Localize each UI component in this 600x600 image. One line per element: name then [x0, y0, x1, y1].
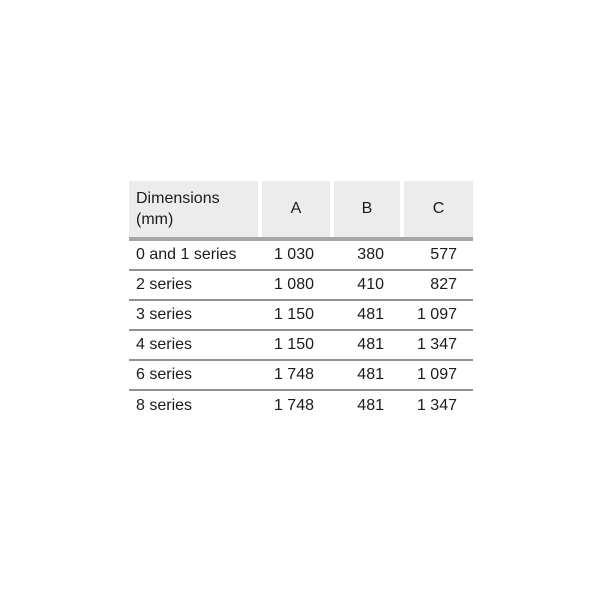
header-divider-bar: [129, 237, 473, 241]
value-c: 827: [430, 276, 457, 293]
value-c: 577: [430, 246, 457, 263]
table-body: 0 and 1 series 1 030 380 577 2 series 1 …: [129, 241, 473, 421]
value-b: 481: [357, 306, 384, 323]
row-label: 0 and 1 series: [136, 246, 237, 263]
value-b: 481: [357, 366, 384, 383]
value-b: 481: [357, 336, 384, 353]
header-cell-b: B: [334, 181, 400, 237]
value-b: 481: [357, 397, 384, 414]
row-label: 4 series: [136, 336, 193, 353]
header-cell-a: A: [262, 181, 330, 237]
table-row: 4 series 1 150 481 1 347: [129, 331, 473, 361]
header-dimensions-line2: (mm): [136, 211, 174, 228]
value-c: 1 347: [416, 397, 457, 414]
table-row: 0 and 1 series 1 030 380 577: [129, 241, 473, 271]
value-a: 1 748: [273, 397, 314, 414]
value-c: 1 097: [416, 366, 457, 383]
value-b: 410: [357, 276, 384, 293]
header-cell-c: C: [404, 181, 473, 237]
value-a: 1 150: [273, 336, 314, 353]
row-label: 3 series: [136, 306, 193, 323]
value-a: 1 080: [273, 276, 314, 293]
value-c: 1 347: [416, 336, 457, 353]
table-row: 2 series 1 080 410 827: [129, 271, 473, 301]
row-label: 2 series: [136, 276, 193, 293]
header-cell-dimensions: Dimensions (mm): [129, 181, 258, 237]
value-b: 380: [357, 246, 384, 263]
value-c: 1 097: [416, 306, 457, 323]
row-label: 8 series: [136, 397, 193, 414]
value-a: 1 150: [273, 306, 314, 323]
row-label: 6 series: [136, 366, 193, 383]
table-row: 3 series 1 150 481 1 097: [129, 301, 473, 331]
value-a: 1 030: [273, 246, 314, 263]
table-row: 8 series 1 748 481 1 347: [129, 391, 473, 421]
value-a: 1 748: [273, 366, 314, 383]
header-dimensions-line1: Dimensions: [136, 190, 220, 207]
dimensions-table: Dimensions (mm) A B C 0 and 1 series 1 0…: [129, 181, 473, 421]
table-header-row: Dimensions (mm) A B C: [129, 181, 473, 237]
table-row: 6 series 1 748 481 1 097: [129, 361, 473, 391]
